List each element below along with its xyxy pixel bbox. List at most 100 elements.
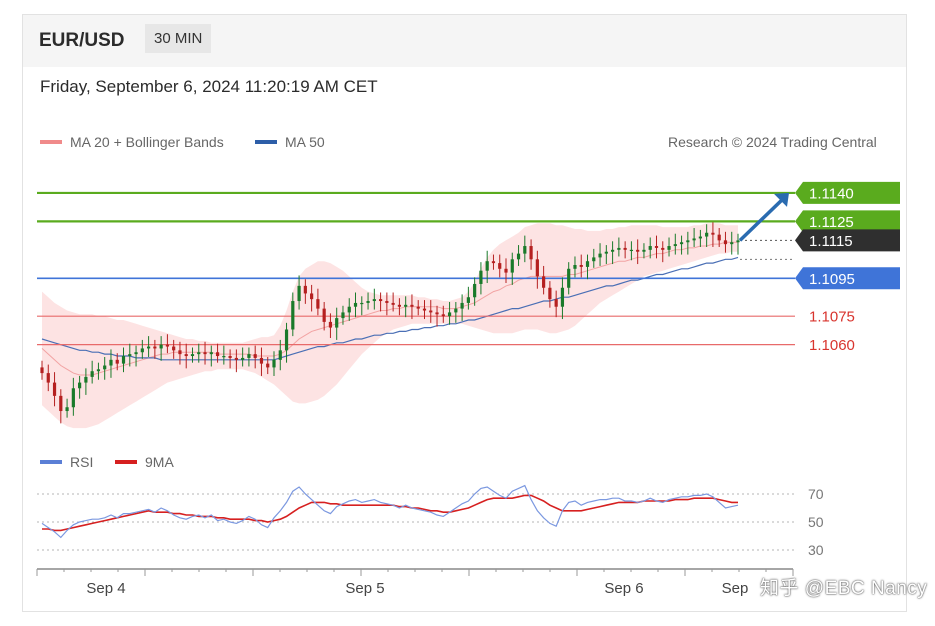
rsi-line [41, 484, 739, 539]
candle-body [673, 244, 677, 247]
candle-body [234, 357, 238, 360]
rsi-ma-swatch [115, 460, 137, 464]
candle-body [692, 238, 696, 241]
candle-body [585, 261, 590, 267]
candle-body [266, 363, 270, 368]
candle-body [516, 253, 521, 260]
candle-body [648, 246, 652, 250]
legend-bollinger-label: MA 20 + Bollinger Bands [70, 134, 224, 150]
candle-body [121, 356, 126, 364]
level-label-support: 1.1060 [809, 337, 855, 354]
candle-body [203, 352, 207, 355]
candle-body [297, 285, 301, 302]
candle-body [441, 314, 445, 317]
candle-body [310, 293, 314, 300]
candle-body [115, 359, 119, 364]
candle-body [479, 270, 483, 284]
candle-body [178, 350, 182, 355]
legend-ma50-label: MA 50 [285, 134, 325, 150]
candle-body [654, 246, 659, 248]
candle-body [460, 302, 464, 309]
candle-body [560, 287, 565, 307]
candle-body [209, 352, 213, 355]
level-label-resistance: 1.1140 [809, 185, 854, 202]
bollinger-swatch [40, 140, 62, 144]
candle-body [642, 249, 646, 252]
candle-body [391, 302, 395, 305]
level-label-support: 1.1075 [809, 309, 855, 326]
legend-ma50: MA 50 [255, 134, 325, 150]
candle-body [535, 259, 539, 277]
legend-rsi-label: RSI [70, 454, 94, 470]
candle-body [103, 365, 107, 370]
rsi-ma-line [42, 494, 738, 532]
x-tick-label: Sep 5 [345, 580, 384, 597]
candle-body [71, 388, 75, 408]
candle-body [165, 344, 170, 347]
level-label-resistance: 1.1125 [809, 214, 854, 231]
candle-body [410, 304, 414, 307]
candle-body [610, 249, 615, 252]
watermark: 知乎 @EBC Nancy [760, 578, 928, 599]
candle-body [328, 321, 333, 328]
candle-body [184, 354, 188, 357]
candle-body [698, 236, 702, 239]
candle-body [46, 373, 50, 383]
candle-body [241, 357, 245, 360]
candle-body [592, 257, 596, 262]
x-tick-label: Sep 6 [604, 580, 643, 597]
candle-body [711, 232, 715, 235]
candle-body [686, 240, 690, 243]
candle-body [623, 247, 627, 250]
candle-body [579, 265, 583, 267]
candle-body [78, 382, 82, 389]
candle-body [604, 251, 608, 254]
level-tag-resistance [795, 210, 900, 233]
candle-body [554, 299, 558, 307]
x-ticks [36, 569, 794, 576]
candle-body [736, 240, 740, 243]
candle-body [316, 299, 320, 309]
candle-body [90, 371, 94, 377]
candle-body [172, 346, 176, 351]
candle-body [617, 247, 621, 250]
candle-body [215, 352, 220, 357]
level-tag-last [795, 229, 900, 252]
candle-body [341, 312, 345, 319]
candle-body [291, 301, 295, 330]
candle-body [247, 354, 251, 358]
candle-body [335, 318, 339, 328]
candle-body [353, 302, 358, 307]
chart-credit: Research © 2024 Trading Central [668, 134, 877, 150]
candle-body [422, 308, 427, 311]
candle-body [378, 299, 383, 302]
candle-body [272, 359, 276, 368]
candle-body [153, 346, 157, 349]
candle-body [59, 395, 63, 412]
trend-arrow-head [774, 192, 789, 207]
candle-body [491, 261, 496, 264]
candle-body [661, 247, 665, 250]
candle-body [360, 302, 364, 305]
candle-body [366, 301, 370, 303]
candle-body [65, 407, 69, 412]
bollinger-band [42, 223, 738, 429]
timeframe-badge[interactable]: 30 MIN [145, 24, 212, 53]
rsi-swatch [40, 460, 62, 464]
candle-body [717, 234, 721, 241]
chart-datetime: Friday, September 6, 2024 11:20:19 AM CE… [40, 77, 378, 96]
candle-body [190, 354, 195, 357]
rsi-tick-label: 30 [808, 542, 824, 558]
candle-body [510, 259, 514, 273]
chart-header: EUR/USD 30 MIN [23, 15, 906, 67]
candle-body [705, 232, 709, 237]
ma50-swatch [255, 140, 277, 144]
candle-body [385, 301, 389, 303]
legend-bollinger: MA 20 + Bollinger Bands [40, 134, 224, 150]
candle-body [504, 268, 508, 273]
candle-body [454, 308, 458, 313]
candle-body [372, 299, 376, 302]
candle-body [636, 249, 640, 252]
candle-body [146, 346, 151, 349]
